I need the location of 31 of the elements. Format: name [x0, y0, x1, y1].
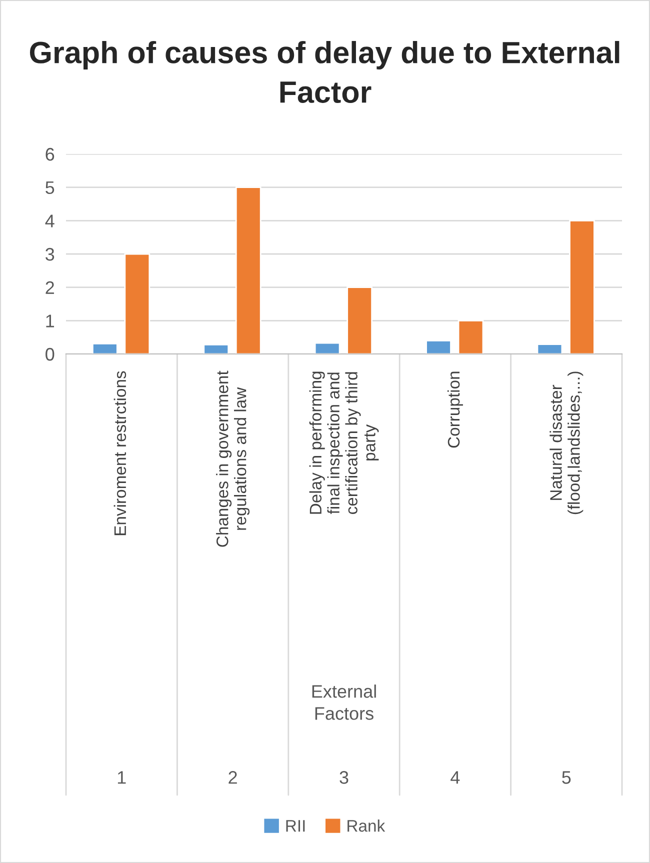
bar [569, 220, 595, 354]
text: 2 [228, 771, 237, 784]
bar [536, 344, 563, 354]
legend-label: Rank [348, 820, 386, 832]
x-tick-label: Natural disaster (flood,landslides,...) [550, 372, 584, 514]
text: 1 [118, 771, 126, 784]
text: External Factors [312, 684, 376, 720]
y-tick-label: 3 [46, 248, 54, 261]
bar [458, 320, 484, 354]
y-tick-label: 6 [46, 148, 54, 161]
x-tick-label: Delay in performing final inspection and certification by third party [309, 372, 379, 514]
y-tick-label: 0 [46, 348, 54, 361]
x-tick-label: Changes in government regulations and law [216, 370, 250, 547]
bar [346, 286, 372, 354]
y-tick-label: 4 [45, 214, 54, 228]
bar [124, 253, 150, 354]
chart-title: Graph of causes of delay due to External Factor [30, 40, 620, 103]
bar [426, 340, 452, 354]
bar [235, 186, 262, 354]
bar [203, 344, 230, 354]
x-tick-label: Enviroment restrctions [114, 371, 126, 536]
bar [92, 342, 118, 354]
bar [314, 342, 340, 354]
x-tick-label: Corruption [447, 372, 463, 448]
y-tick-label: 5 [46, 181, 54, 194]
text: 4 [450, 771, 460, 784]
y-tick-label: 1 [46, 314, 54, 328]
text: 3 [340, 771, 348, 784]
text: 5 [562, 771, 571, 784]
y-tick-label: 2 [46, 281, 54, 294]
legend-label: RII [286, 820, 305, 832]
